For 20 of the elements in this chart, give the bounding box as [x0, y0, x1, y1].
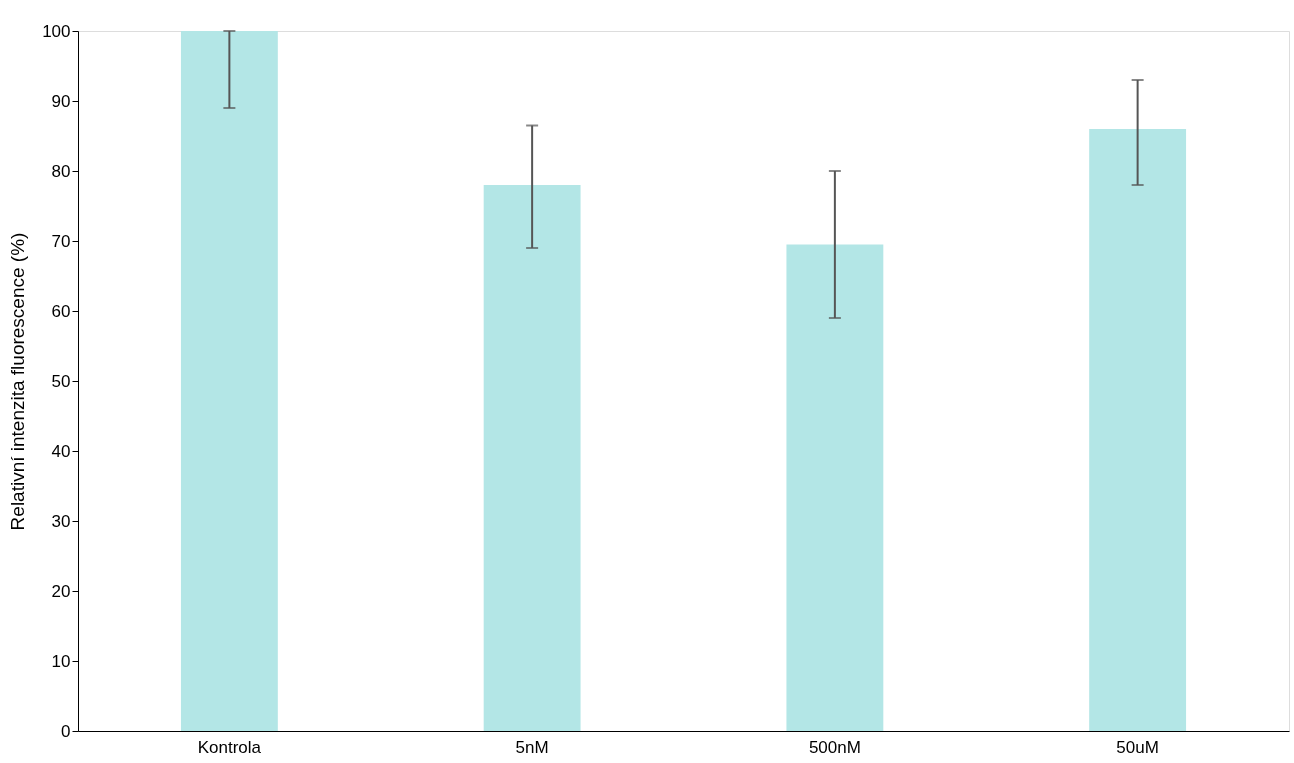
y-tick-label: 0 — [61, 721, 71, 741]
y-tick-label: 40 — [51, 441, 71, 461]
bar — [786, 244, 884, 731]
y-tick-label: 30 — [51, 511, 71, 531]
y-tick-label: 100 — [42, 21, 71, 41]
bar — [483, 185, 581, 731]
x-tick-label: Kontrola — [197, 737, 262, 757]
y-tick-label: 10 — [51, 651, 71, 671]
bar — [1089, 129, 1187, 731]
y-axis-title: Relativní intenzita fluorescence (%) — [7, 232, 29, 531]
x-tick-label: 5nM — [515, 737, 549, 757]
y-tick-label: 20 — [51, 581, 71, 601]
y-tick-label: 90 — [51, 91, 71, 111]
y-tick-label: 50 — [51, 371, 71, 391]
x-tick-label: 50uM — [1116, 737, 1159, 757]
y-tick-label: 60 — [51, 301, 71, 321]
bar — [180, 31, 278, 731]
y-tick-label: 70 — [51, 231, 71, 251]
x-tick-label: 500nM — [808, 737, 861, 757]
y-tick-label: 80 — [51, 161, 71, 181]
